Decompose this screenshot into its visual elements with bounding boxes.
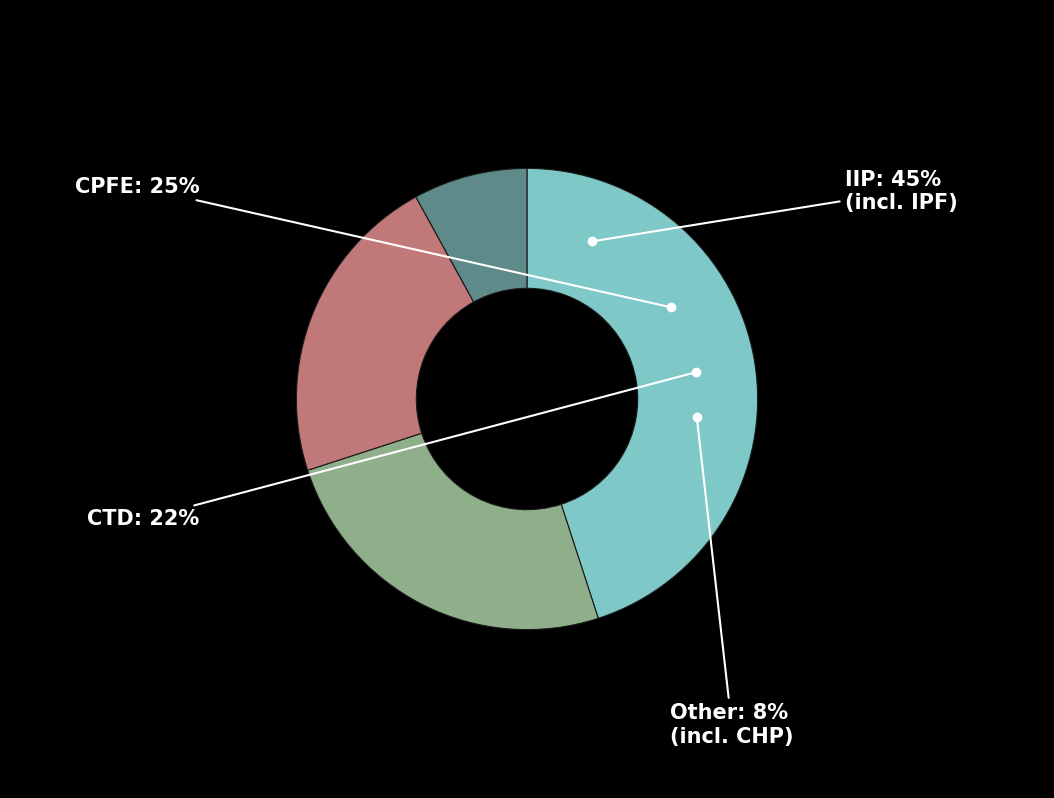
Text: CPFE: 25%: CPFE: 25% [75, 177, 668, 306]
Wedge shape [308, 433, 599, 630]
Text: CTD: 22%: CTD: 22% [87, 373, 692, 529]
Text: IIP: 45%
(incl. IPF): IIP: 45% (incl. IPF) [596, 170, 958, 241]
Wedge shape [296, 197, 473, 470]
Wedge shape [416, 168, 527, 302]
Text: Other: 8%
(incl. CHP): Other: 8% (incl. CHP) [670, 420, 794, 747]
Wedge shape [527, 168, 758, 618]
